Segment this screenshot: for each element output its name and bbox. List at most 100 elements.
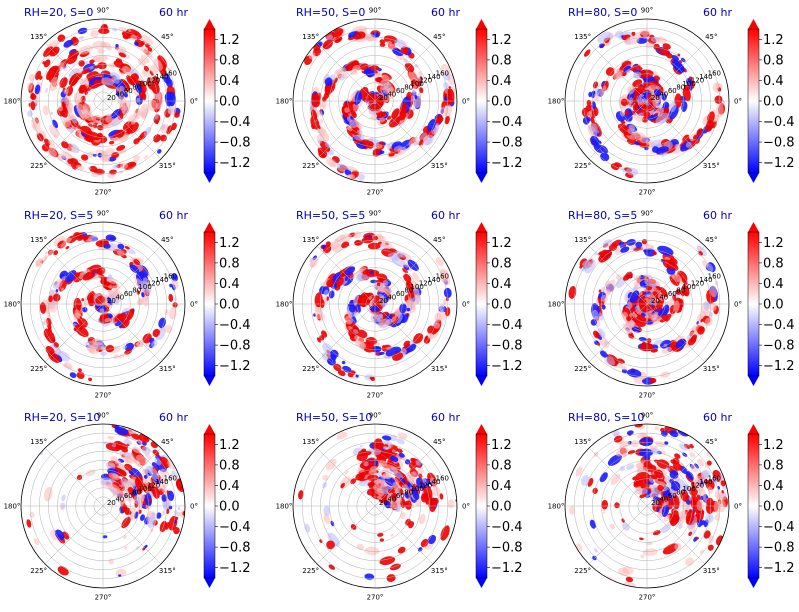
field-blob: [695, 475, 702, 483]
field-blob: [311, 97, 321, 108]
field-blob: [599, 144, 609, 154]
field-blob: [66, 106, 73, 113]
colorbar-gradient: [748, 29, 759, 173]
field-blob: [107, 435, 115, 440]
field-blob: [705, 120, 714, 133]
colorbar: 1.2 0.8 0.4 0.0 −0.4 −0.8 −1.2: [475, 222, 523, 386]
field-blob: [715, 103, 724, 118]
field-blob: [373, 235, 378, 241]
r-tick-label: 80: [676, 84, 685, 92]
theta-gridline: [588, 42, 648, 102]
polar-frame: [292, 221, 458, 387]
field-blob: [344, 60, 359, 72]
field-blob: [679, 443, 688, 451]
r-tick-label: 20: [107, 94, 116, 102]
theta-tick-label: 225°: [574, 162, 591, 170]
field-blob: [650, 314, 658, 321]
field-blob: [601, 304, 606, 310]
field-blob: [688, 496, 692, 501]
colorbar-tick-label: 0.8: [491, 458, 512, 473]
field-blob: [364, 546, 380, 556]
field-blob: [379, 39, 386, 44]
panel-time-label: 60 hr: [431, 6, 460, 19]
colorbar-tick-label: 1.2: [763, 236, 784, 251]
colorbar-extend-low: [476, 376, 487, 386]
field-blob: [32, 123, 37, 129]
colorbar-tick-label: −1.2: [763, 156, 795, 171]
field-blob: [707, 486, 713, 494]
field-blob: [151, 81, 160, 94]
field-blob: [89, 165, 98, 173]
field-blob: [408, 461, 417, 470]
polar-frame: [292, 18, 458, 184]
r-tick-label: 120: [691, 280, 704, 288]
r-tick-label: 80: [404, 84, 413, 92]
polar-frame: [564, 221, 730, 387]
panel-time-label: 60 hr: [159, 209, 188, 222]
field-blob: [356, 543, 365, 550]
colorbar: 1.2 0.8 0.4 0.0 −0.4 −0.8 −1.2: [475, 19, 523, 183]
field-blob: [665, 52, 673, 59]
field-blob: [129, 264, 140, 274]
field-blob: [698, 250, 703, 256]
field-blob: [390, 533, 394, 537]
field-blob: [604, 356, 616, 366]
theta-gridline: [316, 245, 376, 305]
field-blob: [588, 91, 592, 98]
field-blob: [432, 485, 441, 497]
colorbar-tick-label: 0.0: [219, 95, 240, 110]
field-blob: [652, 530, 661, 536]
field-blob: [703, 300, 711, 311]
field-blob: [118, 354, 125, 359]
field-blob: [671, 480, 681, 491]
r-tick-label: 120: [691, 77, 704, 85]
field-blob: [634, 331, 639, 334]
field-blob: [44, 318, 49, 327]
field-blob: [115, 568, 127, 577]
field-blob: [389, 563, 401, 571]
colorbar-gradient: [204, 434, 215, 578]
theta-tick-label: 45°: [433, 236, 445, 244]
theta-tick-label: 45°: [161, 438, 173, 446]
field-blob: [149, 468, 160, 481]
theta-gridline: [374, 505, 434, 565]
field-blob: [681, 277, 688, 285]
theta-tick-label: 45°: [705, 33, 717, 41]
field-blob: [67, 163, 71, 167]
colorbar: 1.2 0.8 0.4 0.0 −0.4 −0.8 −1.2: [747, 424, 795, 588]
field-blob: [377, 318, 391, 328]
field-blob: [434, 312, 442, 322]
theta-tick-label: 225°: [574, 365, 591, 373]
field-blob: [347, 372, 354, 378]
field-blob: [384, 285, 393, 293]
field-blob: [52, 293, 61, 302]
theta-tick-label: 135°: [302, 33, 319, 41]
field-blob: [328, 290, 335, 299]
field-blob: [74, 324, 89, 338]
field-blob: [359, 130, 363, 134]
field-blob: [88, 346, 96, 354]
field-blob: [319, 539, 323, 543]
field-blob: [107, 297, 113, 305]
field-blob: [399, 108, 406, 117]
theta-gridline: [44, 505, 104, 565]
field-blob: [714, 489, 723, 500]
field-blob: [333, 363, 342, 372]
field-blob: [418, 513, 426, 525]
r-tick-label: 140: [427, 478, 440, 486]
field-blob: [638, 448, 654, 457]
theta-tick-label: 270°: [367, 189, 384, 197]
colorbar-tick-label: −0.4: [763, 318, 795, 333]
r-tick-label: 40: [387, 496, 396, 504]
field-blob: [632, 71, 642, 79]
r-tick-label: 60: [668, 87, 677, 95]
theta-tick-label: 90°: [97, 7, 109, 15]
field-blob: [354, 31, 366, 40]
field-blob: [101, 150, 106, 154]
field-blob: [52, 119, 59, 129]
field-blob: [88, 377, 93, 382]
field-blob: [675, 338, 686, 349]
colorbar-tick-label: 0.0: [763, 95, 784, 110]
field-blob: [696, 245, 703, 251]
field-blob: [102, 125, 109, 129]
